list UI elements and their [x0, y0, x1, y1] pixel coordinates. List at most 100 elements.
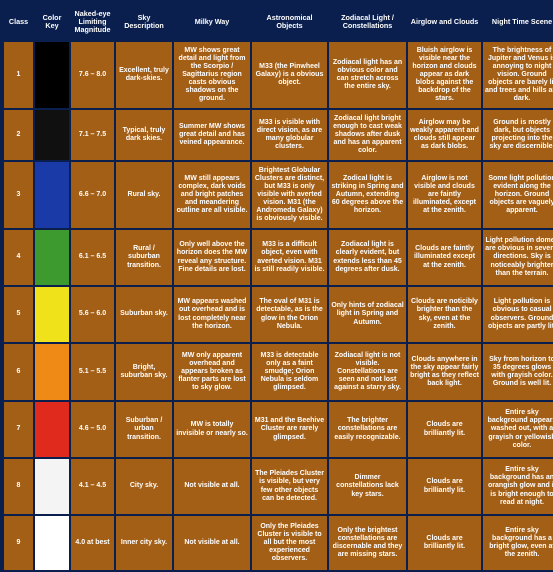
- zodiacal-light-cell: Only hints of zodiacal light in Spring a…: [329, 287, 406, 342]
- table-row: 7 4.6 – 5.0 Suburban / urban transition.…: [4, 402, 553, 457]
- class-cell: 1: [4, 42, 33, 108]
- table-row: 3 6.6 – 7.0 Rural sky. MW still appears …: [4, 162, 553, 228]
- airglow-clouds-cell: Airglow is not visible and clouds are fa…: [408, 162, 481, 228]
- airglow-clouds-cell: Clouds are brilliantly lit.: [408, 402, 481, 457]
- sky-description-cell: Rural / suburban transition.: [116, 230, 172, 285]
- class-cell: 9: [4, 516, 33, 570]
- airglow-clouds-cell: Clouds anywhere in the sky appear fairly…: [408, 344, 481, 400]
- astronomical-objects-cell: Brightest Globular Clusters are distinct…: [252, 162, 327, 228]
- astronomical-objects-cell: M33 is a difficult object, even with ave…: [252, 230, 327, 285]
- magnitude-cell: 5.6 – 6.0: [71, 287, 114, 342]
- astronomical-objects-cell: M33 is detectable only as a faint smudge…: [252, 344, 327, 400]
- airglow-clouds-cell: Bluish airglow is visible near the horiz…: [408, 42, 481, 108]
- table-row: 4 6.1 – 6.5 Rural / suburban transition.…: [4, 230, 553, 285]
- magnitude-cell: 4.1 – 4.5: [71, 459, 114, 514]
- astronomical-objects-cell: M33 is visible with direct vision, as ar…: [252, 110, 327, 160]
- night-time-scene-cell: Light pollution is obvious to casual obs…: [483, 287, 553, 342]
- airglow-clouds-cell: Clouds are brilliantly lit.: [408, 459, 481, 514]
- sky-description-cell: Excellent, truly dark-skies.: [116, 42, 172, 108]
- header-night-time-scene: Night Time Scene: [483, 4, 553, 40]
- header-astronomical-objects: Astronomical Objects: [252, 4, 327, 40]
- class-cell: 7: [4, 402, 33, 457]
- zodiacal-light-cell: Only the brightest constellations are di…: [329, 516, 406, 570]
- class-cell: 8: [4, 459, 33, 514]
- table-row: 8 4.1 – 4.5 City sky. Not visible at all…: [4, 459, 553, 514]
- table-row: 2 7.1 – 7.5 Typical, truly dark skies. S…: [4, 110, 553, 160]
- milky-way-cell: Only well above the horizon does the MW …: [174, 230, 250, 285]
- class-cell: 6: [4, 344, 33, 400]
- sky-description-cell: Typical, truly dark skies.: [116, 110, 172, 160]
- airglow-clouds-cell: Airglow may be weakly apparent and cloud…: [408, 110, 481, 160]
- magnitude-cell: 4.0 at best: [71, 516, 114, 570]
- color-key-cell: [35, 459, 69, 514]
- astronomical-objects-cell: Only the Pleiades Cluster is visible to …: [252, 516, 327, 570]
- night-time-scene-cell: Entire sky background appears washed out…: [483, 402, 553, 457]
- sky-description-cell: Rural sky.: [116, 162, 172, 228]
- milky-way-cell: MW still appears complex, dark voids and…: [174, 162, 250, 228]
- astronomical-objects-cell: The oval of M31 is detectable, as is the…: [252, 287, 327, 342]
- class-cell: 4: [4, 230, 33, 285]
- magnitude-cell: 5.1 – 5.5: [71, 344, 114, 400]
- night-time-scene-cell: Sky from horizon to 35 degrees glows wit…: [483, 344, 553, 400]
- zodiacal-light-cell: Zodiacal light is clearly evident, but e…: [329, 230, 406, 285]
- astronomical-objects-cell: M33 (the Pinwheel Galaxy) is a obvious o…: [252, 42, 327, 108]
- table-row: 5 5.6 – 6.0 Suburban sky. MW appears was…: [4, 287, 553, 342]
- color-key-cell: [35, 516, 69, 570]
- table-row: 6 5.1 – 5.5 Bright, suburban sky. MW onl…: [4, 344, 553, 400]
- night-time-scene-cell: Entire sky background has an orangish gl…: [483, 459, 553, 514]
- class-cell: 3: [4, 162, 33, 228]
- header-airglow-clouds: Airglow and Clouds: [408, 4, 481, 40]
- color-key-cell: [35, 344, 69, 400]
- zodiacal-light-cell: Zodiacal light is not visible. Constella…: [329, 344, 406, 400]
- night-time-scene-cell: Some light pollution evident along the h…: [483, 162, 553, 228]
- milky-way-cell: Summer MW shows great detail and has vei…: [174, 110, 250, 160]
- sky-description-cell: Bright, suburban sky.: [116, 344, 172, 400]
- milky-way-cell: Not visible at all.: [174, 516, 250, 570]
- bortle-scale-table-container: Class Color Key Naked-eye Limiting Magni…: [4, 8, 553, 570]
- magnitude-cell: 7.6 – 8.0: [71, 42, 114, 108]
- table-row: 9 4.0 at best Inner city sky. Not visibl…: [4, 516, 553, 570]
- class-cell: 5: [4, 287, 33, 342]
- astronomical-objects-cell: The Pleiades Cluster is visible, but ver…: [252, 459, 327, 514]
- zodiacal-light-cell: The brighter constellations are easily r…: [329, 402, 406, 457]
- magnitude-cell: 6.1 – 6.5: [71, 230, 114, 285]
- header-color-key: Color Key: [35, 4, 69, 40]
- sky-description-cell: Suburban / urban transition.: [116, 402, 172, 457]
- color-key-cell: [35, 162, 69, 228]
- color-key-cell: [35, 42, 69, 108]
- class-cell: 2: [4, 110, 33, 160]
- night-time-scene-cell: Entire sky background has a bright glow,…: [483, 516, 553, 570]
- header-sky-description: Sky Description: [116, 4, 172, 40]
- milky-way-cell: MW is totally invisible or nearly so.: [174, 402, 250, 457]
- airglow-clouds-cell: Clouds are brilliantly lit.: [408, 516, 481, 570]
- zodiacal-light-cell: Zodiacal light has an obvious color and …: [329, 42, 406, 108]
- airglow-clouds-cell: Clouds are faintly illuminated except at…: [408, 230, 481, 285]
- sky-description-cell: Inner city sky.: [116, 516, 172, 570]
- color-key-cell: [35, 402, 69, 457]
- sky-description-cell: Suburban sky.: [116, 287, 172, 342]
- header-milky-way: Milky Way: [174, 4, 250, 40]
- magnitude-cell: 7.1 – 7.5: [71, 110, 114, 160]
- magnitude-cell: 4.6 – 5.0: [71, 402, 114, 457]
- color-key-cell: [35, 110, 69, 160]
- astronomical-objects-cell: M31 and the Beehive Cluster are rarely g…: [252, 402, 327, 457]
- header-limiting-magnitude: Naked-eye Limiting Magnitude: [71, 4, 114, 40]
- color-key-cell: [35, 230, 69, 285]
- milky-way-cell: Not visible at all.: [174, 459, 250, 514]
- color-key-cell: [35, 287, 69, 342]
- header-zodiacal-light: Zodiacal Light / Constellations: [329, 4, 406, 40]
- header-row: Class Color Key Naked-eye Limiting Magni…: [4, 4, 553, 40]
- milky-way-cell: MW appears washed out overhead and is lo…: [174, 287, 250, 342]
- night-time-scene-cell: Light pollution domes are obvious in sev…: [483, 230, 553, 285]
- table-row: 1 7.6 – 8.0 Excellent, truly dark-skies.…: [4, 42, 553, 108]
- airglow-clouds-cell: Clouds are noticibly brighter than the s…: [408, 287, 481, 342]
- sky-description-cell: City sky.: [116, 459, 172, 514]
- zodiacal-light-cell: Zodiacal light bright enough to cast wea…: [329, 110, 406, 160]
- zodiacal-light-cell: Dimmer constellations lack key stars.: [329, 459, 406, 514]
- night-time-scene-cell: Ground is mostly dark, but objects proje…: [483, 110, 553, 160]
- header-class: Class: [4, 4, 33, 40]
- milky-way-cell: MW only apparent overhead and appears br…: [174, 344, 250, 400]
- milky-way-cell: MW shows great detail and light from the…: [174, 42, 250, 108]
- magnitude-cell: 6.6 – 7.0: [71, 162, 114, 228]
